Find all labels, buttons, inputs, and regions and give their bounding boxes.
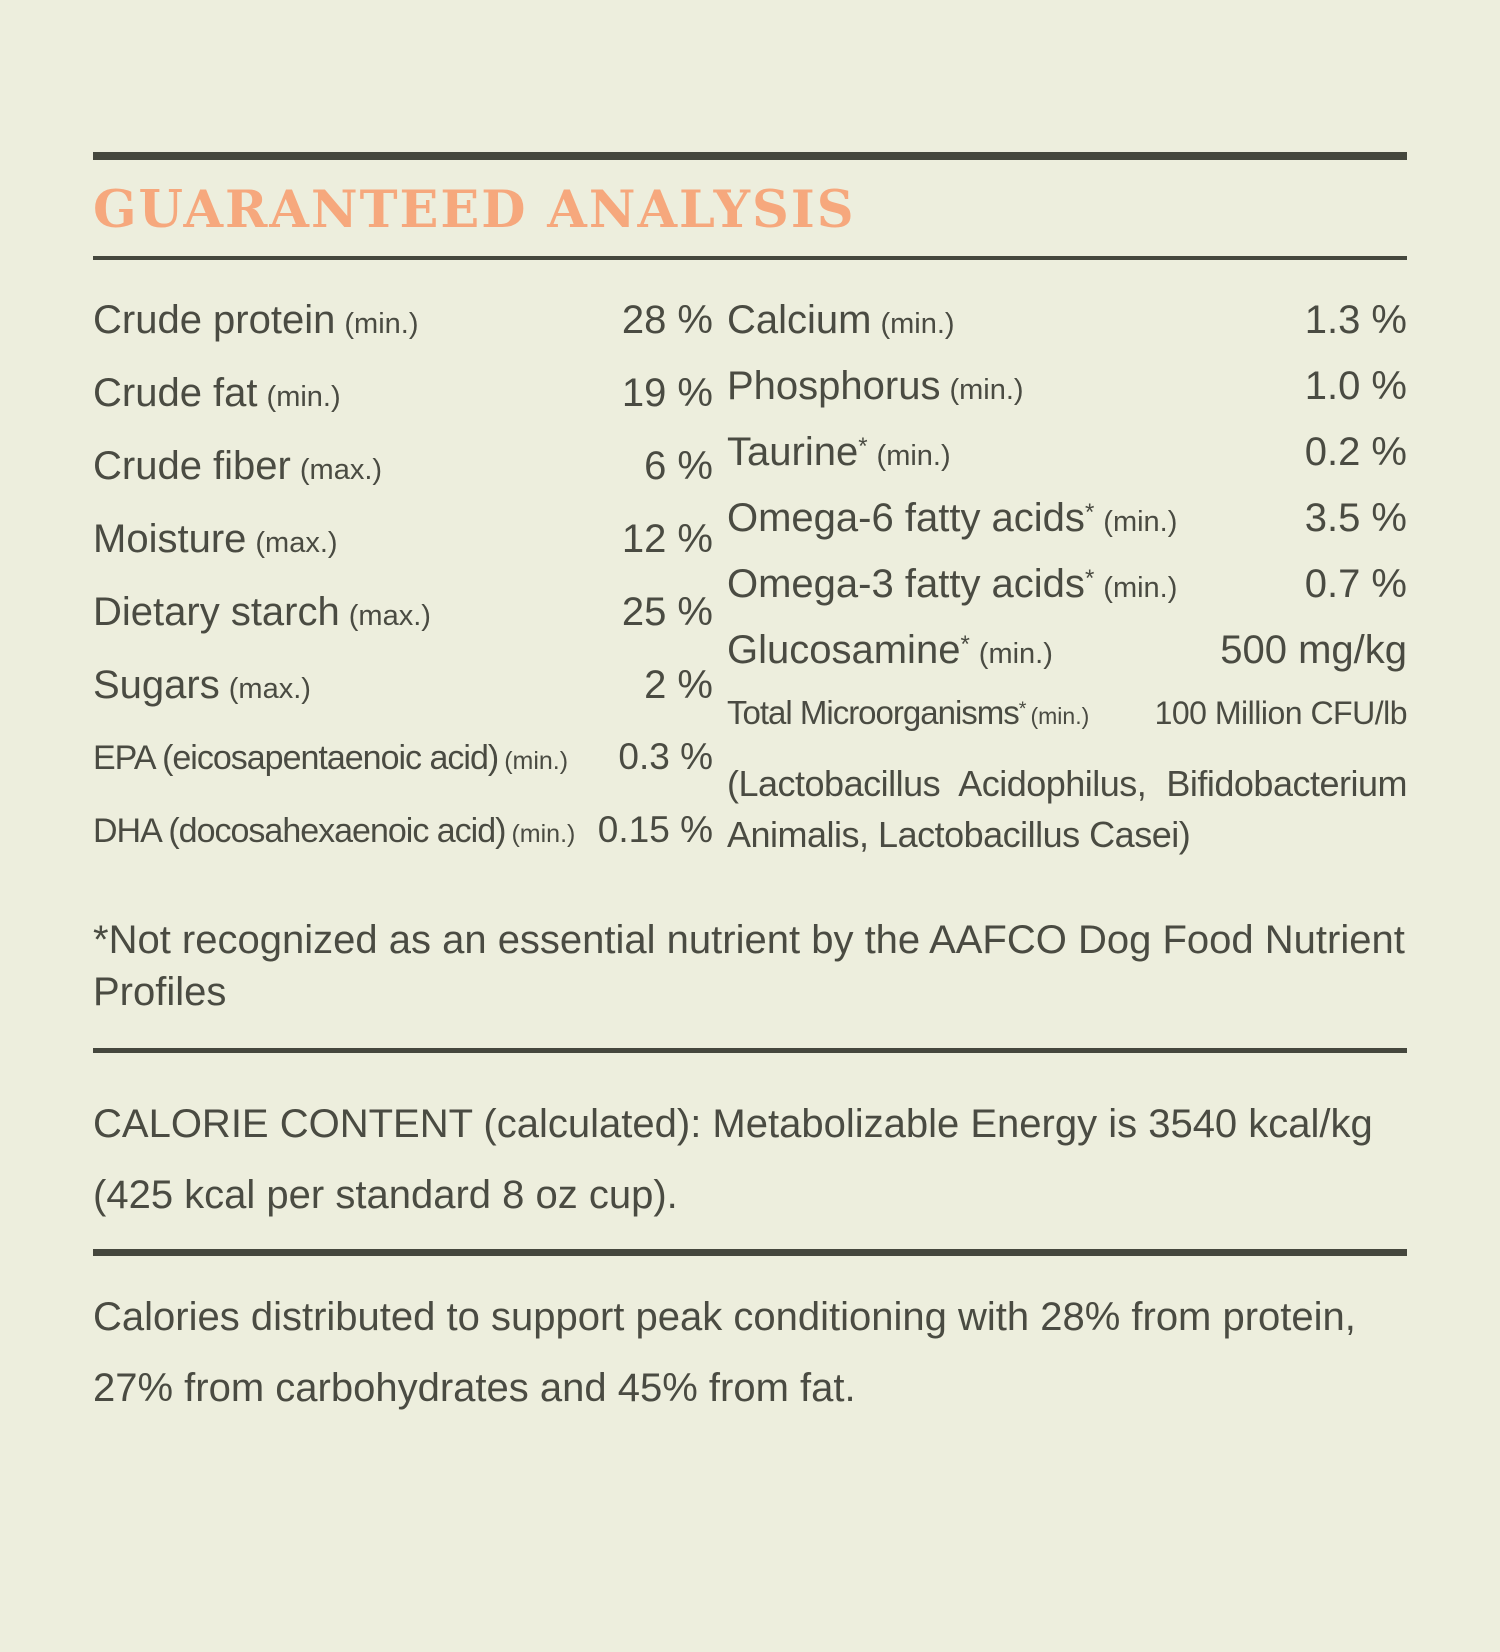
table-row: Crude fiber (max.) 6 % (93, 444, 713, 517)
nutrient-qualifier: (min.) (876, 440, 951, 472)
microorganisms-species-note: (Lactobacillus Acidophilus, Bifidobacter… (727, 763, 1408, 855)
table-row: Crude fat (min.) 19 % (93, 371, 713, 444)
footnote-divider-rule (93, 1048, 1407, 1053)
nutrient-label: Calcium (727, 298, 872, 342)
nutrient-label: Omega-3 fatty acids* (727, 562, 1095, 606)
table-row: Omega-6 fatty acids* (min.) 3.5 % (727, 496, 1407, 562)
nutrient-value: 28 % (621, 298, 713, 342)
nutrient-value: 0.15 % (597, 809, 713, 850)
asterisk-marker: * (1084, 499, 1095, 527)
nutrient-qualifier: (min.) (978, 638, 1053, 670)
calorie-distribution-text: Calories distributed to support peak con… (93, 1295, 1356, 1410)
asterisk-marker: * (858, 433, 868, 461)
nutrient-value: 1.0 % (1304, 364, 1407, 408)
nutrient-label: Phosphorus (727, 364, 941, 408)
nutrient-label: Crude fiber (93, 444, 291, 488)
nutrient-label: Sugars (93, 663, 220, 707)
nutrient-label: Total Microorganisms* (727, 694, 1027, 731)
guaranteed-analysis-table: Crude protein (min.) 28 % Crude fat (min… (93, 298, 1408, 882)
table-row: Crude protein (min.) 28 % (93, 298, 713, 371)
nutrient-qualifier: (max.) (299, 454, 383, 486)
column-gap (713, 298, 727, 882)
nutrient-value: 2 % (644, 663, 713, 707)
nutrient-label: Taurine* (727, 430, 868, 474)
asterisk-marker: * (1084, 565, 1095, 593)
nutrient-qualifier: (max.) (348, 600, 431, 632)
nutrient-qualifier: (min.) (511, 820, 576, 848)
nutrient-value: 500 mg/kg (1220, 628, 1407, 672)
table-row: Omega-3 fatty acids* (min.) 0.7 % (727, 562, 1407, 628)
aafco-footnote: *Not recognized as an essential nutrient… (93, 918, 1405, 1014)
nutrient-label: Crude protein (93, 298, 336, 342)
nutrient-value: 0.3 % (618, 736, 713, 777)
nutrient-qualifier: (min.) (1103, 506, 1178, 538)
nutrient-qualifier: (max.) (255, 527, 338, 559)
calorie-content-text: CALORIE CONTENT (calculated): Metaboliza… (93, 1102, 1373, 1217)
table-row: Moisture (max.) 12 % (93, 517, 713, 590)
nutrient-value: 0.2 % (1304, 430, 1407, 474)
nutrient-qualifier: (min.) (266, 381, 341, 413)
table-row: EPA (eicosapentaenoic acid) (min.) 0.3 % (93, 736, 713, 809)
nutrient-qualifier: (min.) (344, 308, 419, 340)
nutrient-value: 100 Million CFU/lb (1154, 695, 1408, 731)
nutrient-value: 25 % (621, 590, 713, 634)
table-row: Phosphorus (min.) 1.0 % (727, 364, 1407, 430)
nutrient-qualifier: (max.) (228, 673, 311, 705)
nutrient-label: EPA (eicosapentaenoic acid) (93, 739, 499, 777)
table-row: DHA (docosahexaenoic acid) (min.) 0.15 % (93, 809, 713, 882)
analysis-left-column: Crude protein (min.) 28 % Crude fat (min… (93, 298, 713, 882)
label-sheet: GUARANTEED ANALYSIS Crude protein (min.)… (0, 152, 1500, 1424)
nutrient-qualifier: (min.) (1103, 572, 1178, 604)
nutrient-value: 0.7 % (1304, 562, 1407, 606)
analysis-right-column: Calcium (min.) 1.3 % Phosphorus (min.) 1… (727, 298, 1408, 882)
calorie-divider-rule (93, 1249, 1407, 1256)
nutrient-qualifier: (min.) (1030, 703, 1090, 729)
asterisk-marker: * (1018, 698, 1027, 721)
page-title: GUARANTEED ANALYSIS (93, 180, 856, 240)
table-row: Glucosamine* (min.) 500 mg/kg (727, 628, 1407, 694)
asterisk-marker: * (960, 631, 970, 659)
nutrient-qualifier: (min.) (880, 308, 955, 340)
nutrient-value: 19 % (621, 371, 713, 415)
table-row: Dietary starch (max.) 25 % (93, 590, 713, 663)
nutrient-label: Omega-6 fatty acids* (727, 496, 1095, 540)
nutrient-value: 3.5 % (1304, 496, 1407, 540)
table-row: Calcium (min.) 1.3 % (727, 298, 1407, 364)
nutrient-label: Moisture (93, 517, 247, 561)
heading-underline-rule (93, 256, 1407, 260)
nutrient-label: Glucosamine* (727, 628, 970, 672)
nutrient-value: 12 % (621, 517, 713, 561)
table-row: Total Microorganisms* (min.) 100 Million… (727, 694, 1408, 754)
nutrient-label: Dietary starch (93, 590, 340, 634)
table-row: Taurine* (min.) 0.2 % (727, 430, 1407, 496)
table-row: Sugars (max.) 2 % (93, 663, 713, 736)
top-rule (93, 152, 1407, 160)
nutrient-value: 1.3 % (1304, 298, 1407, 342)
nutrient-label: Crude fat (93, 371, 258, 415)
nutrient-value: 6 % (644, 444, 713, 488)
nutrient-qualifier: (min.) (949, 374, 1024, 406)
nutrient-qualifier: (min.) (504, 747, 569, 775)
nutrient-label: DHA (docosahexaenoic acid) (93, 812, 506, 850)
